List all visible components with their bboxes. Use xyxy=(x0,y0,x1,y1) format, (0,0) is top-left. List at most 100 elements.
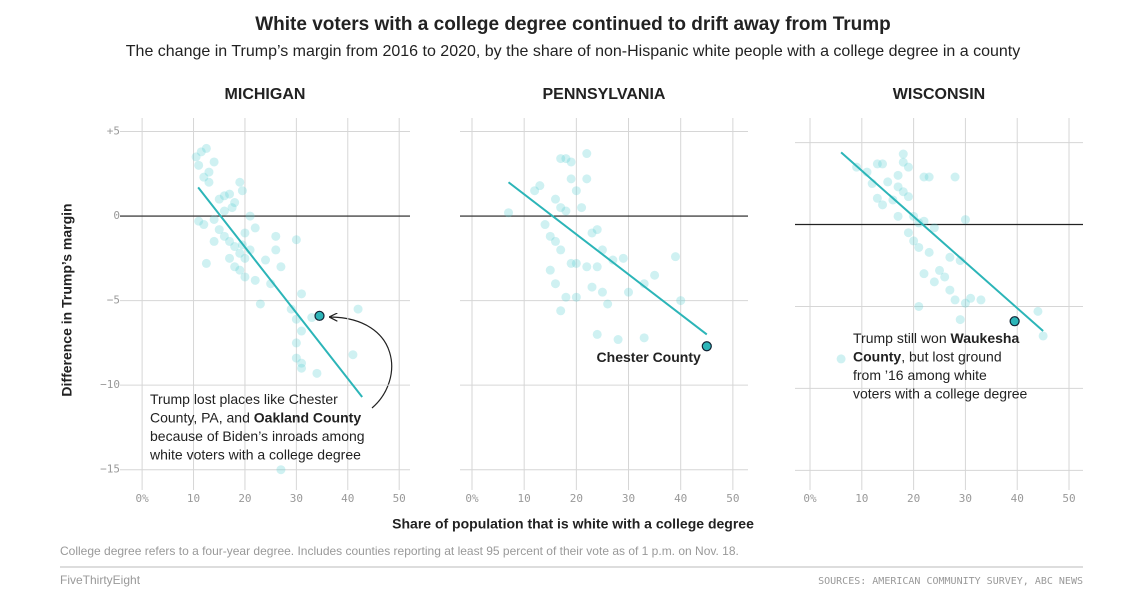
point xyxy=(955,315,965,325)
point xyxy=(929,277,939,287)
point xyxy=(639,333,649,343)
highlight-point xyxy=(314,310,325,321)
point xyxy=(929,223,939,233)
point xyxy=(225,189,235,199)
annotation: voters with a college degree xyxy=(853,385,1028,401)
point xyxy=(914,218,924,228)
point xyxy=(571,292,581,302)
annotation: from ’16 among white xyxy=(853,367,987,383)
point xyxy=(639,279,649,289)
point xyxy=(924,172,934,182)
point xyxy=(540,220,550,230)
point xyxy=(556,203,566,213)
annotation-segment: Trump still won xyxy=(853,330,951,346)
point xyxy=(561,206,571,216)
x-tick-label: 50 xyxy=(726,492,739,505)
point xyxy=(297,363,307,373)
point xyxy=(240,253,250,263)
point xyxy=(577,203,587,213)
point xyxy=(561,154,571,164)
credit: FiveThirtyEight xyxy=(60,573,141,587)
point xyxy=(676,296,686,306)
point xyxy=(966,293,976,303)
point xyxy=(353,304,363,314)
point xyxy=(592,225,602,235)
point xyxy=(556,245,566,255)
point xyxy=(194,160,204,170)
point xyxy=(255,299,265,309)
x-tick-label: 40 xyxy=(674,492,687,505)
x-tick-label: 20 xyxy=(907,492,920,505)
note: College degree refers to a four-year deg… xyxy=(60,544,739,558)
x-tick-label: 10 xyxy=(518,492,531,505)
panel-title: WISCONSIN xyxy=(893,86,985,103)
point xyxy=(194,216,204,226)
point xyxy=(530,186,540,196)
point xyxy=(504,208,514,218)
point xyxy=(230,242,240,252)
point xyxy=(550,236,560,246)
point xyxy=(960,215,970,225)
x-axis-label: Share of population that is white with a… xyxy=(392,516,754,532)
point xyxy=(556,154,566,164)
point xyxy=(976,295,986,305)
point xyxy=(955,256,965,266)
chart-title: White voters with a college degree conti… xyxy=(255,14,891,35)
point xyxy=(945,285,955,295)
point xyxy=(209,214,219,224)
point xyxy=(919,269,929,279)
highlight-label: Chester County xyxy=(597,349,701,365)
point xyxy=(1038,331,1048,341)
point xyxy=(566,258,576,268)
point xyxy=(909,236,919,246)
point xyxy=(566,174,576,184)
point xyxy=(893,182,903,192)
annotation-segment: voters with a college degree xyxy=(853,385,1028,401)
point xyxy=(903,228,913,238)
point xyxy=(960,298,970,308)
point xyxy=(348,350,358,360)
x-tick-label: 50 xyxy=(1062,492,1075,505)
point xyxy=(872,193,882,203)
annotation: County, PA, and Oakland County xyxy=(150,409,361,425)
point xyxy=(624,287,634,297)
annotation: Trump still won Waukesha xyxy=(853,330,1019,346)
point xyxy=(571,186,581,196)
point xyxy=(898,149,908,159)
x-tick-label: 40 xyxy=(341,492,354,505)
point xyxy=(225,253,235,263)
point xyxy=(836,354,846,364)
point xyxy=(898,157,908,167)
point xyxy=(592,329,602,339)
annotation-arrow xyxy=(330,317,393,409)
annotation-segment: Waukesha xyxy=(951,330,1020,346)
source: SOURCES: AMERICAN COMMUNITY SURVEY, ABC … xyxy=(818,576,1083,587)
point xyxy=(893,170,903,180)
annotation-segment: Oakland County xyxy=(254,409,362,425)
point xyxy=(230,262,240,272)
point xyxy=(878,159,888,169)
annotation: because of Biden’s inroads among xyxy=(150,428,365,444)
point xyxy=(250,223,260,233)
point xyxy=(291,235,301,245)
x-tick-label: 10 xyxy=(855,492,868,505)
point xyxy=(945,252,955,262)
point xyxy=(1033,306,1043,316)
point xyxy=(240,272,250,282)
y-tick-label: +5 xyxy=(107,125,120,138)
point xyxy=(950,172,960,182)
point xyxy=(230,198,240,208)
x-tick-label: 20 xyxy=(238,492,251,505)
point xyxy=(670,252,680,262)
y-tick-label: −10 xyxy=(100,378,120,391)
point xyxy=(582,174,592,184)
point xyxy=(950,295,960,305)
point xyxy=(219,206,229,216)
point xyxy=(201,258,211,268)
point xyxy=(914,301,924,311)
point xyxy=(608,255,618,265)
annotation-segment: because of Biden’s inroads among xyxy=(150,428,365,444)
point xyxy=(603,299,613,309)
point xyxy=(903,192,913,202)
point xyxy=(235,248,245,258)
